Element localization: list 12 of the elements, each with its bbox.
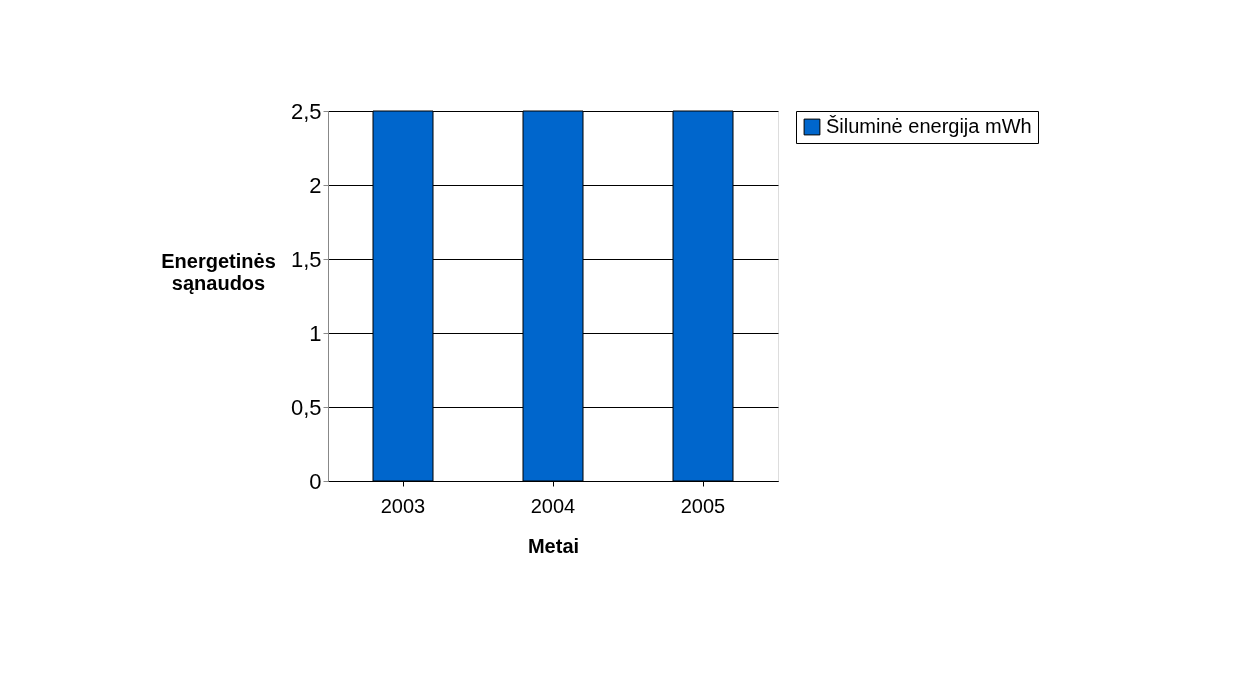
x-tick-label: 2005 — [680, 494, 726, 517]
y-axis-title: Energetinės sąnaudos — [161, 249, 276, 294]
x-tick-label: 2003 — [380, 494, 426, 517]
legend-label: Šiluminė energija mWh — [826, 115, 1032, 137]
y-tick-label: 2 — [309, 172, 322, 198]
y-tick-label: 0,5 — [290, 394, 322, 420]
y-tick-label: 0 — [309, 468, 322, 494]
y-tick-label: 1,5 — [290, 246, 322, 272]
x-axis-title: Metai — [527, 534, 580, 557]
y-tick-label: 2,5 — [290, 98, 322, 124]
y-tick-label: 1 — [309, 320, 322, 346]
x-tick-label: 2004 — [530, 494, 576, 517]
